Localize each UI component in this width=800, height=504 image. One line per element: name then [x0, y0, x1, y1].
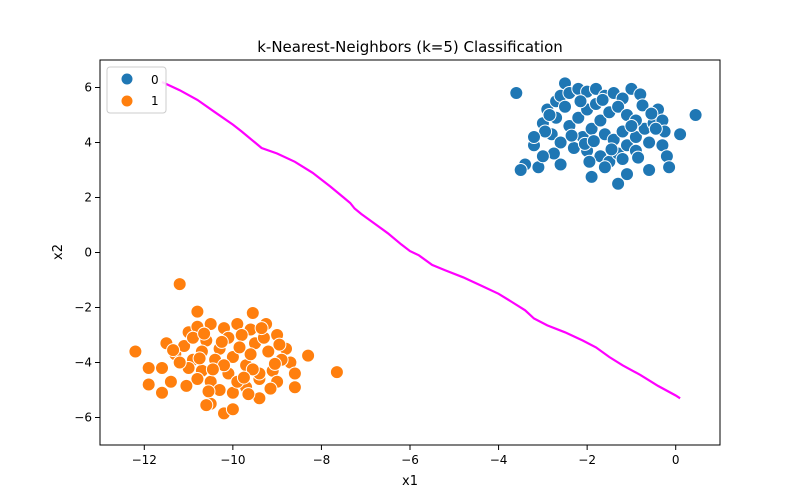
- data-point-class-1: [199, 398, 214, 413]
- decision-boundary-line: [161, 81, 681, 400]
- data-point-class-0: [597, 160, 612, 175]
- data-point-class-0: [535, 149, 550, 164]
- data-point-class-1: [236, 370, 251, 385]
- legend-marker-1: [120, 94, 134, 108]
- data-point-class-1: [232, 340, 247, 355]
- data-point-class-1: [241, 387, 256, 402]
- data-point-class-1: [225, 402, 240, 417]
- data-point-class-1: [141, 361, 156, 375]
- data-point-class-1: [205, 362, 220, 377]
- x-tick-label: 0: [672, 453, 680, 467]
- y-tick-label: −6: [74, 411, 92, 425]
- data-point-class-0: [615, 152, 630, 166]
- data-point-class-1: [155, 361, 169, 375]
- data-point-class-1: [263, 381, 278, 396]
- data-point-class-1: [261, 344, 276, 359]
- data-point-class-0: [595, 92, 610, 107]
- data-point-class-1: [141, 377, 156, 392]
- data-point-class-1: [329, 365, 344, 380]
- legend-label-1: 1: [151, 94, 159, 108]
- data-point-class-1: [166, 343, 181, 358]
- data-point-class-0: [509, 86, 524, 100]
- data-point-class-0: [620, 167, 634, 182]
- x-axis-ticks: −12 −10 −8 −6 −4 −2 0: [132, 445, 680, 467]
- data-point-class-0: [648, 121, 663, 136]
- data-point-class-0: [586, 134, 601, 149]
- data-point-class-0: [642, 135, 657, 150]
- data-point-class-1: [155, 385, 169, 400]
- data-point-class-0: [558, 99, 572, 114]
- data-point-class-1: [201, 384, 216, 399]
- data-point-class-1: [254, 321, 269, 336]
- y-tick-label: −4: [74, 356, 92, 370]
- data-point-class-1: [172, 277, 187, 292]
- data-point-class-0: [571, 110, 586, 125]
- y-tick-label: −2: [74, 301, 92, 315]
- y-axis-label: x2: [51, 244, 66, 260]
- y-tick-label: 2: [84, 191, 92, 205]
- data-point-class-1: [197, 326, 212, 341]
- data-point-class-0: [584, 169, 599, 184]
- y-tick-label: 4: [84, 136, 92, 150]
- y-axis-ticks: −6 −4 −2 0 2 4 6: [74, 81, 100, 425]
- data-point-class-0: [635, 98, 650, 113]
- x-tick-label: −2: [578, 453, 596, 467]
- data-point-class-0: [624, 119, 639, 133]
- data-point-class-0: [604, 142, 619, 157]
- data-point-class-0: [513, 163, 528, 177]
- y-tick-label: 0: [84, 246, 92, 260]
- chart-title: k-Nearest-Neighbors (k=5) Classification: [257, 38, 563, 56]
- data-points-layer: [128, 76, 703, 421]
- data-point-class-1: [245, 362, 260, 377]
- data-point-class-1: [301, 348, 316, 363]
- data-point-class-0: [542, 108, 557, 122]
- data-point-class-0: [538, 124, 553, 139]
- data-point-class-1: [128, 344, 143, 359]
- legend-label-0: 0: [151, 73, 159, 87]
- data-point-class-0: [673, 127, 688, 142]
- data-point-class-1: [190, 372, 205, 386]
- data-point-class-1: [245, 306, 260, 320]
- x-axis-label: x1: [402, 474, 418, 489]
- data-point-class-0: [611, 99, 626, 114]
- x-tick-label: −4: [490, 453, 508, 467]
- data-point-class-1: [172, 355, 187, 370]
- data-point-class-0: [553, 135, 568, 150]
- data-point-class-1: [163, 374, 178, 389]
- data-point-class-1: [179, 378, 194, 393]
- data-point-class-0: [688, 108, 703, 122]
- data-point-class-0: [527, 130, 541, 144]
- y-tick-label: 6: [84, 81, 92, 95]
- data-point-class-0: [611, 176, 626, 191]
- data-point-class-0: [573, 94, 588, 109]
- data-point-class-0: [564, 128, 579, 143]
- data-point-class-0: [644, 106, 659, 121]
- data-point-class-1: [214, 334, 229, 349]
- data-point-class-1: [192, 351, 207, 366]
- data-point-class-1: [287, 366, 302, 381]
- data-point-class-1: [243, 347, 258, 362]
- data-point-class-1: [287, 380, 302, 395]
- decision-boundary-layer: [161, 81, 681, 400]
- data-point-class-0: [631, 150, 646, 165]
- data-point-class-1: [190, 304, 205, 319]
- data-point-class-0: [662, 160, 677, 175]
- data-point-class-1: [234, 328, 249, 342]
- data-point-class-1: [225, 350, 240, 364]
- legend: 0 1: [106, 66, 167, 114]
- legend-marker-0: [120, 72, 134, 86]
- x-tick-label: −8: [313, 453, 331, 467]
- data-point-class-0: [642, 163, 657, 177]
- data-point-class-1: [203, 317, 218, 331]
- data-point-class-1: [272, 337, 287, 352]
- x-tick-label: −10: [220, 453, 245, 467]
- x-tick-label: −12: [132, 453, 157, 467]
- data-point-class-0: [593, 113, 608, 128]
- data-point-class-0: [553, 157, 568, 172]
- data-point-class-1: [267, 356, 282, 371]
- data-point-class-0: [582, 154, 597, 169]
- x-tick-label: −6: [401, 453, 419, 467]
